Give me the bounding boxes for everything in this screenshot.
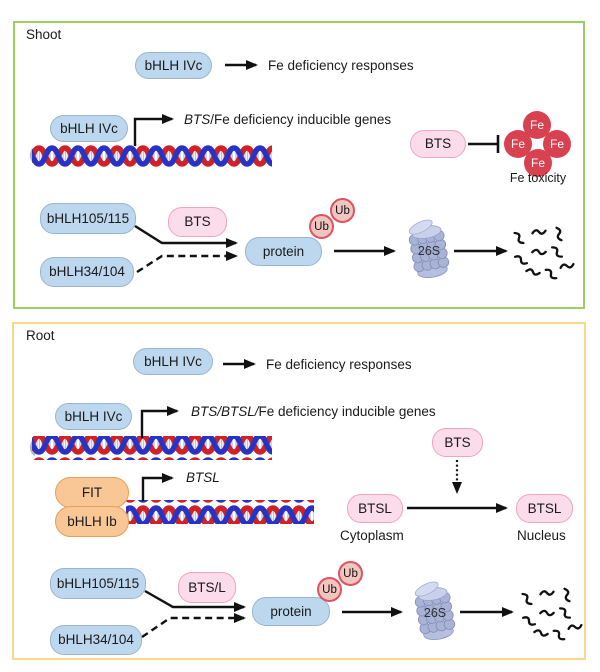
fe-deficiency-responses-text-shoot: Fe deficiency responses <box>268 58 414 73</box>
dna-helix-shoot <box>32 144 272 168</box>
fit-pill: FIT <box>55 477 129 508</box>
bts-l-ligase-pill-root: BTS/L <box>178 572 236 603</box>
gene-name-italic: BTS <box>184 112 211 127</box>
ub-badge-shoot-lower: Ub <box>309 214 334 239</box>
shoot-panel-label: Shoot <box>26 27 62 42</box>
ub-badge-root-lower: Ub <box>317 577 342 602</box>
ub-badge-shoot-upper: Ub <box>330 198 355 223</box>
fe-toxicity-label: Fe toxicity <box>509 171 567 185</box>
bhlh34-104-pill-root: bHLH34/104 <box>50 625 142 655</box>
arrow-root-bhlh105-to-protein <box>144 589 246 612</box>
inhibition-connector-bts-fe <box>468 135 500 153</box>
dna-helix-root-lower <box>126 500 314 524</box>
btsl-pill-nucleus: BTSL <box>516 494 573 523</box>
bts-pill-root: BTS <box>432 428 483 457</box>
degraded-protein-icon-shoot <box>513 226 575 282</box>
proteasome-label-root: 26S <box>423 606 447 620</box>
bts-pill-shoot: BTS <box>410 130 466 158</box>
protein-pill-shoot: protein <box>245 237 322 266</box>
nucleus-label: Nucleus <box>517 528 566 543</box>
bhlh-ivc-pill-shoot-2: bHLH IVc <box>50 115 128 142</box>
btsl-pill-cytoplasm: BTSL <box>347 494 403 523</box>
bhlh-ivc-pill-root-1: bHLH IVc <box>133 348 213 375</box>
proteasome-label-shoot: 26S <box>417 244 441 258</box>
fe-deficiency-responses-text-root: Fe deficiency responses <box>266 357 412 372</box>
bhlh105-115-pill-shoot: bHLH105/115 <box>40 203 136 234</box>
bhlh105-115-pill-root: bHLH105/115 <box>50 568 146 599</box>
gene-name-rest: Fe deficiency inducible genes <box>258 404 436 419</box>
inducible-genes-text-shoot: BTS/Fe deficiency inducible genes <box>184 112 391 128</box>
promoter-arrow-shoot <box>133 114 174 146</box>
bhlh34-104-pill-shoot: bHLH34/104 <box>40 257 134 287</box>
bts-ligase-pill-shoot: BTS <box>168 207 227 237</box>
btsl-gene-text: BTSL <box>186 470 220 485</box>
ub-badge-root-upper: Ub <box>338 561 363 586</box>
bhlh-ib-pill: bHLH Ib <box>55 506 129 537</box>
gene-name-rest: /Fe deficiency inducible genes <box>210 112 392 127</box>
degraded-protein-icon-root <box>521 587 583 643</box>
promoter-arrow-root-bts-btsl <box>140 406 179 438</box>
root-panel-label: Root <box>26 328 55 343</box>
inducible-genes-text-root: BTS/BTSL/Fe deficiency inducible genes <box>191 404 436 420</box>
bhlh-ivc-pill-shoot-1: bHLH IVc <box>135 52 212 79</box>
arrow-root-bhlh34-to-protein <box>141 613 246 638</box>
bhlh-ivc-pill-root-2: bHLH IVc <box>55 403 132 430</box>
fe-circle-bottom: Fe <box>524 149 552 177</box>
protein-pill-root: protein <box>252 597 330 626</box>
cytoplasm-label: Cytoplasm <box>340 528 404 543</box>
dna-helix-root-upper <box>32 436 272 460</box>
gene-name-italic: BTS/BTSL/ <box>191 404 259 419</box>
arrow-shoot-bhlh34-to-protein <box>136 251 238 274</box>
promoter-arrow-root-btsl <box>141 473 174 501</box>
arrow-shoot-bhlh105-to-protein <box>134 224 238 248</box>
